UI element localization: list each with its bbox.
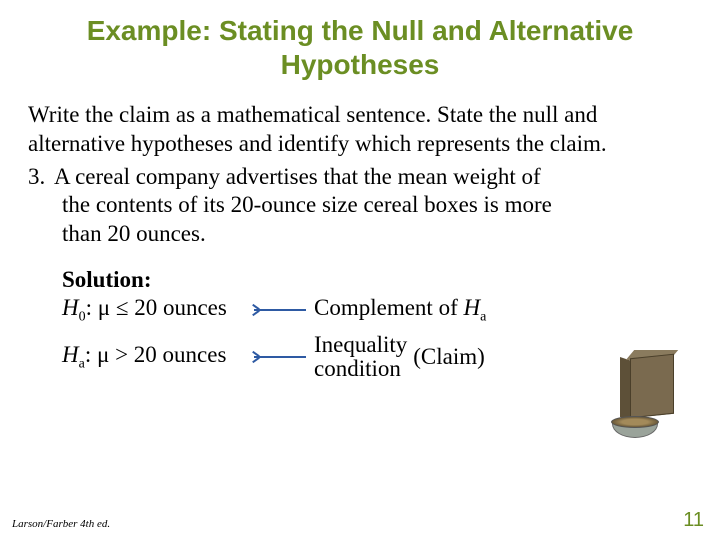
footer-citation: Larson/Farber 4th ed. [12,518,110,530]
null-hypothesis-row: H0: μ ≤ 20 ounces Complement of Ha [62,293,692,327]
intro-text: Write the claim as a mathematical senten… [28,101,692,159]
arrow-icon [254,356,306,358]
alt-hypothesis-row: Ha: μ > 20 ounces Inequality condition (… [62,333,692,381]
solution-block: Solution: H0: μ ≤ 20 ounces Complement o… [28,267,692,381]
problem-line-1: A cereal company advertises that the mea… [54,164,541,189]
ha-rhs: Inequality condition [314,333,407,381]
slide: Example: Stating the Null and Alternativ… [0,0,720,540]
ha-text: Ha: μ > 20 ounces [62,340,248,374]
solution-label: Solution: [62,267,692,293]
claim-label: (Claim) [413,342,485,372]
h0-text: H0: μ ≤ 20 ounces [62,293,248,327]
cereal-box-icon [612,352,690,440]
h0-rhs: Complement of Ha [314,293,486,327]
problem-line-2: the contents of its 20-ounce size cereal… [28,191,692,220]
arrow-icon [254,309,306,311]
problem-item: 3.A cereal company advertises that the m… [28,163,692,192]
problem-line-3: than 20 ounces. [28,220,692,249]
problem-number: 3. [28,163,54,192]
slide-title: Example: Stating the Null and Alternativ… [28,14,692,81]
page-number: 11 [683,509,704,532]
